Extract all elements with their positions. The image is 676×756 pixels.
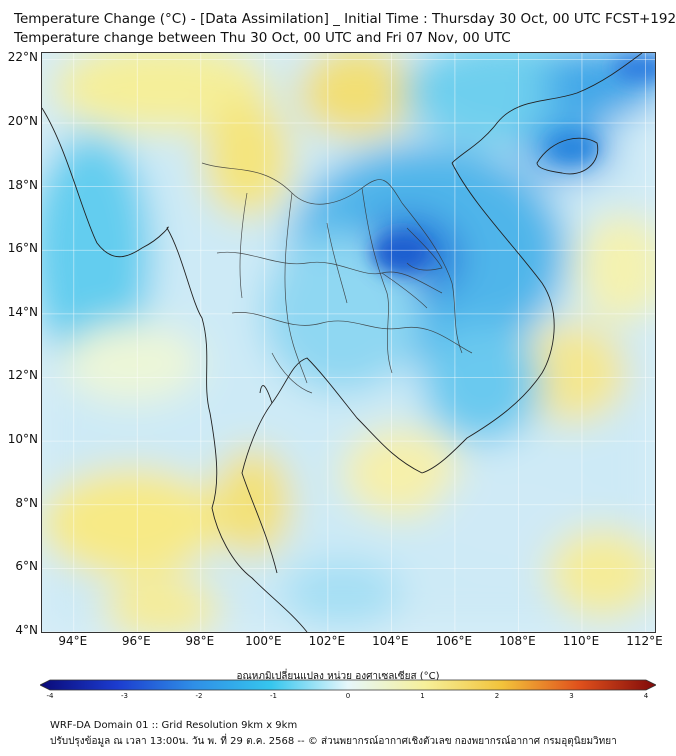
longitude-label: 100°E <box>245 634 282 648</box>
map-title: Temperature Change (°C) - [Data Assimila… <box>14 11 676 27</box>
colorbar-tick-label: 1 <box>420 692 425 700</box>
colorbar-tick-label: 4 <box>643 692 649 700</box>
longitude-label: 108°E <box>499 634 536 648</box>
latitude-label: 8°N <box>15 495 38 510</box>
longitude-label: 104°E <box>372 634 409 648</box>
longitude-label: 96°E <box>121 634 151 648</box>
colorbar-tick-label: -2 <box>195 692 203 700</box>
latitude-label: 10°N <box>7 432 38 447</box>
temperature-change-map <box>42 53 655 632</box>
colorbar-tick-label: -4 <box>46 692 54 700</box>
province-borders <box>201 162 473 394</box>
colorbar-label: อุณหภูมิเปลี่ยนแปลง หน่วย องศาเซลเซียส (… <box>236 671 440 682</box>
colorbar-scale <box>40 679 656 691</box>
longitude-label: 98°E <box>185 634 215 648</box>
coastlines <box>42 53 643 632</box>
colorbar-tick-label: -1 <box>270 692 277 700</box>
longitude-label: 94°E <box>58 634 88 648</box>
latitude-label: 4°N <box>15 623 38 637</box>
colorbar-tick-label: 3 <box>569 692 574 700</box>
longitude-label: 110°E <box>562 634 600 648</box>
latitude-label: 22°N <box>7 50 38 65</box>
copyright-note: ปรับปรุงข้อมูล ณ เวลา 13:00น. วัน พ. ที่… <box>50 736 617 747</box>
graticule <box>42 53 655 632</box>
colorbar-tick-label: 2 <box>494 692 500 700</box>
latitude-label: 6°N <box>15 559 38 574</box>
longitude-label: 102°E <box>308 634 346 648</box>
map-subtitle: Temperature change between Thu 30 Oct, 0… <box>14 30 511 46</box>
latitude-label: 20°N <box>7 113 38 128</box>
latitude-label: 14°N <box>7 304 38 319</box>
latitude-label: 12°N <box>7 368 38 383</box>
colorbar-tick-label: -3 <box>121 692 128 700</box>
longitude-label: 112°E <box>626 634 663 648</box>
longitude-label: 106°E <box>435 634 473 648</box>
map-panel <box>41 52 656 633</box>
latitude-label: 18°N <box>7 177 38 192</box>
model-info: WRF-DA Domain 01 :: Grid Resolution 9km … <box>50 720 298 731</box>
latitude-label: 16°N <box>7 241 38 256</box>
colorbar-tick-label: 0 <box>345 692 351 700</box>
colorbar <box>40 679 656 691</box>
